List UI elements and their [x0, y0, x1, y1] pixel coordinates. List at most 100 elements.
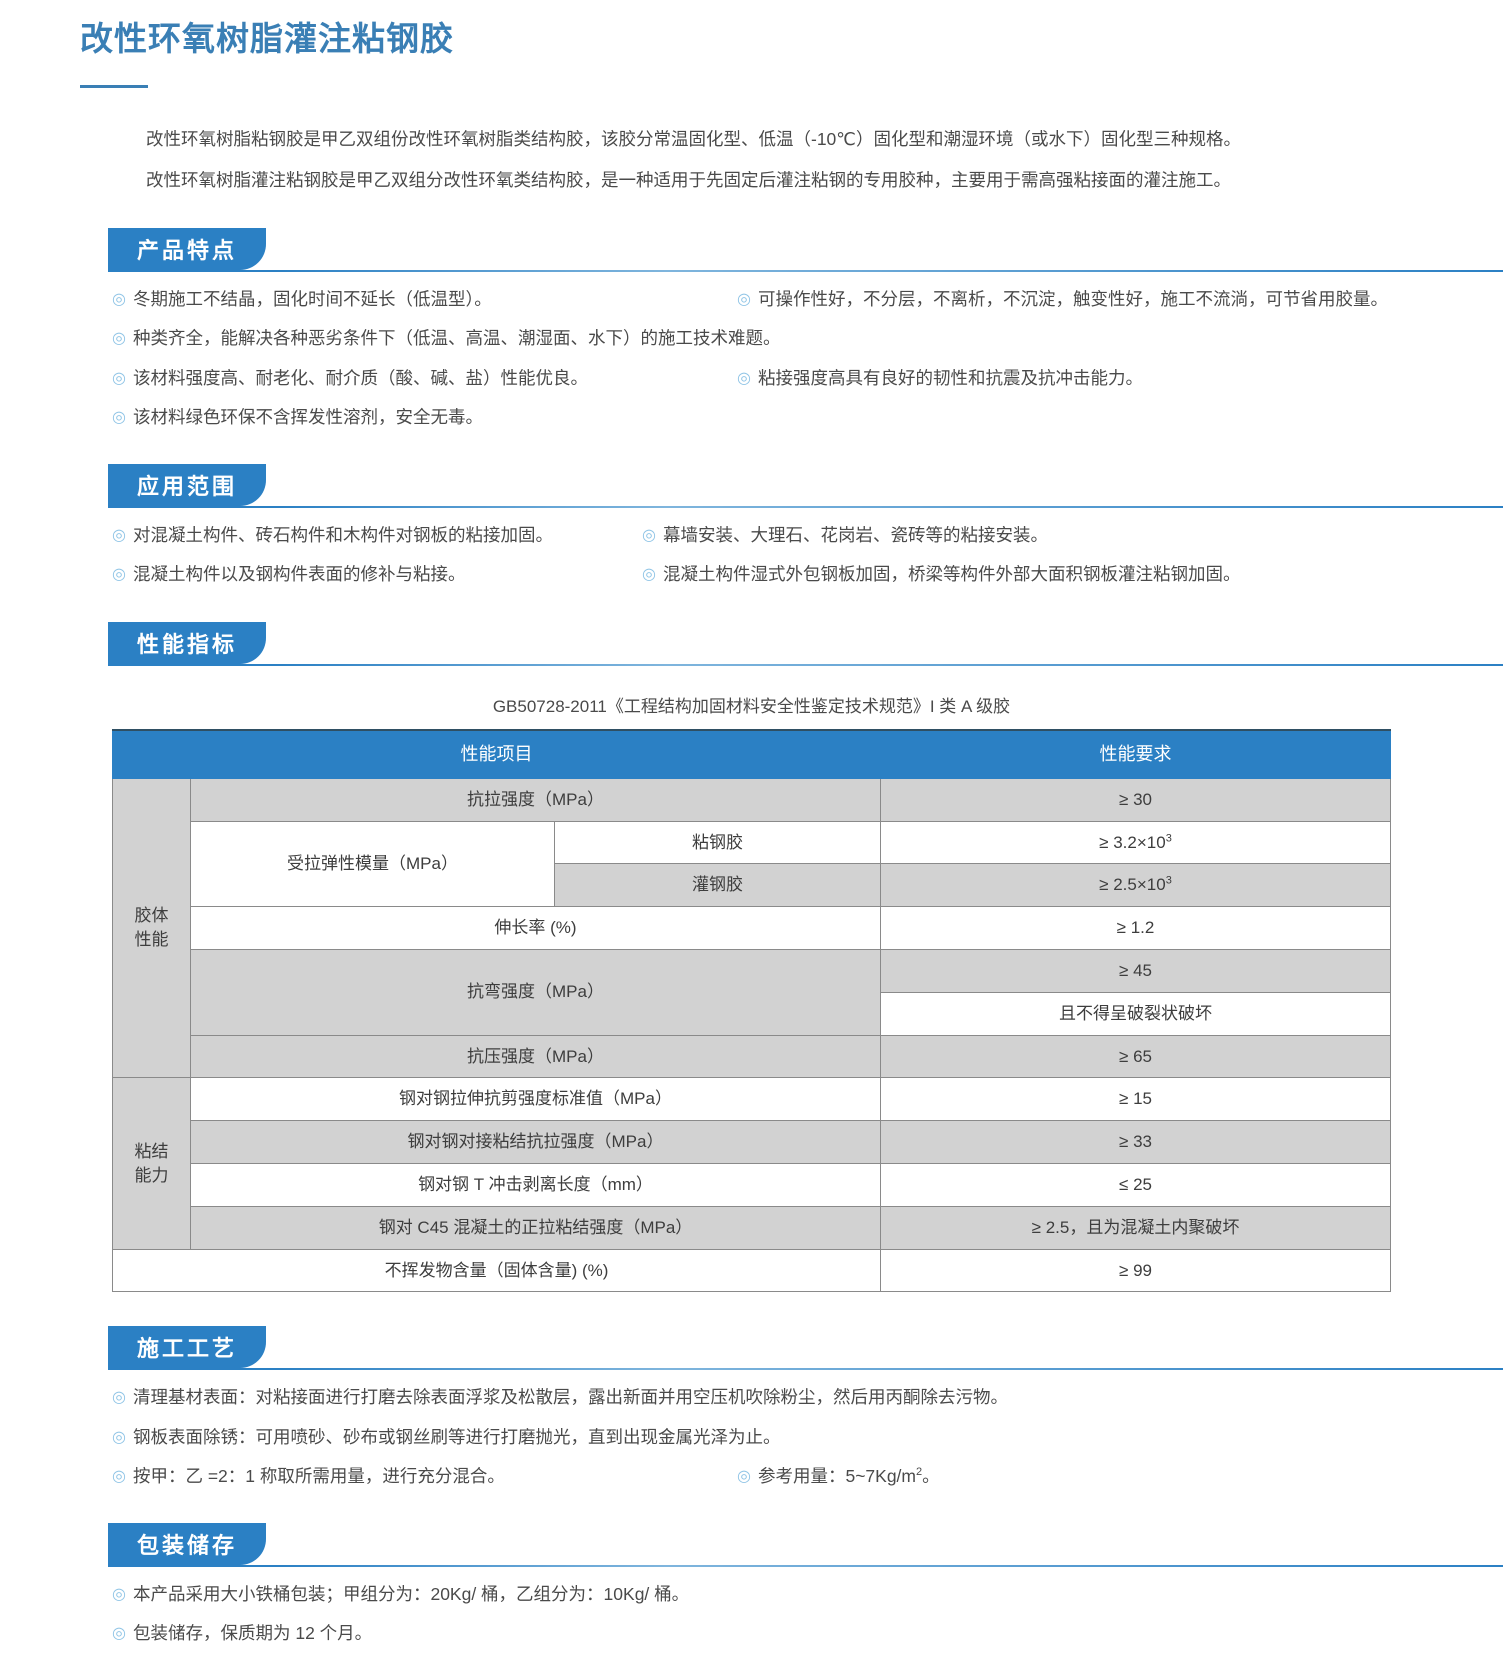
list-item: ◎ 钢板表面除锈：可用喷砂、砂布或钢丝刷等进行打磨抛光，直到出现金属光泽为止。	[112, 1424, 1453, 1450]
title-block: 改性环氧树脂灌注粘钢胶	[0, 0, 1503, 88]
section-rule	[108, 270, 1503, 273]
application-item-1-label: 对混凝土构件、砖石构件和木构件对钢板的粘接加固。	[132, 525, 553, 546]
section-heading-label: 施工工艺	[136, 1336, 237, 1362]
section-packaging: 包装储存 ◎ 本产品采用大小铁桶包装；甲组分为：20Kg/ 桶，乙组分为：10K…	[0, 1523, 1503, 1647]
section-tab-process: 施工工艺	[108, 1326, 266, 1369]
category-label-line1: 粘结	[134, 1141, 169, 1161]
table-header-row: 性能项目 性能要求	[112, 728, 1391, 779]
table-cell-item: 钢对 C45 混凝土的正拉粘结强度（MPa）	[190, 1205, 881, 1250]
list-item: ◎ 清理基材表面：对粘接面进行打磨去除表面浮浆及松散层，露出新面并用空压机吹除粉…	[112, 1384, 1453, 1410]
page-title: 改性环氧树脂灌注粘钢胶	[80, 20, 454, 57]
table-cell-value: ≥ 3.2×103	[880, 820, 1391, 865]
feature-item-1-label: 冬期施工不结晶，固化时间不延长（低温型）。	[132, 289, 492, 310]
bullet-circle-icon: ◎	[112, 1389, 126, 1407]
feature-item-5: ◎ 粘接强度高具有良好的韧性和抗震及抗冲击能力。	[737, 365, 1453, 391]
application-item-1: ◎ 对混凝土构件、砖石构件和木构件对钢板的粘接加固。	[112, 522, 642, 548]
process-bullet-list: ◎ 清理基材表面：对粘接面进行打磨去除表面浮浆及松散层，露出新面并用空压机吹除粉…	[0, 1384, 1503, 1489]
section-rule	[108, 1368, 1503, 1371]
table-category-colloid: 胶体 性能	[112, 777, 191, 1079]
table-cell-value: ≥ 2.5×103	[880, 863, 1391, 908]
section-header-packaging: 包装储存	[108, 1523, 1503, 1568]
feature-item-4: ◎ 该材料强度高、耐老化、耐介质（酸、碱、盐）性能优良。	[112, 365, 737, 391]
table-cell-value: ≥ 30	[880, 777, 1391, 822]
bullet-circle-icon: ◎	[112, 291, 126, 309]
bullet-circle-icon: ◎	[737, 369, 751, 387]
dosage-suffix: 。	[922, 1465, 940, 1486]
process-item-2-label: 钢板表面除锈：可用喷砂、砂布或钢丝刷等进行打磨抛光，直到出现金属光泽为止。	[132, 1426, 781, 1447]
section-tab-packaging: 包装储存	[108, 1523, 266, 1566]
list-item: ◎ 本产品采用大小铁桶包装；甲组分为：20Kg/ 桶，乙组分为：10Kg/ 桶。	[112, 1581, 1453, 1607]
section-header-performance: 性能指标	[108, 621, 1503, 666]
performance-table: 性能项目 性能要求 胶体 性能 抗拉强度（MPa） ≥ 30 受拉弹性模量（MP…	[112, 728, 1391, 1293]
feature-item-6-label: 该材料绿色环保不含挥发性溶剂，安全无毒。	[132, 406, 483, 427]
section-features: 产品特点 ◎ 冬期施工不结晶，固化时间不延长（低温型）。 ◎ 可操作性好，不分层…	[0, 228, 1503, 430]
value-text: ≥ 2.5×10	[1099, 875, 1166, 895]
table-category-bonding: 粘结 能力	[112, 1077, 191, 1250]
list-item: ◎ 对混凝土构件、砖石构件和木构件对钢板的粘接加固。 ◎ 幕墙安装、大理石、花岗…	[112, 522, 1453, 548]
list-item: ◎ 冬期施工不结晶，固化时间不延长（低温型）。 ◎ 可操作性好，不分层，不离析，…	[112, 286, 1453, 312]
table-row: 伸长率 (%) ≥ 1.2	[113, 906, 1391, 951]
feature-item-3: ◎ 种类齐全，能解决各种恶劣条件下（低温、高温、潮湿面、水下）的施工技术难题。	[112, 325, 1453, 351]
section-rule	[108, 663, 1503, 666]
table-cell-value: 且不得呈破裂状破坏	[880, 991, 1391, 1036]
table-cell-value: ≥ 15	[880, 1077, 1391, 1122]
intro-block: 改性环氧树脂粘钢胶是甲乙双组份改性环氧树脂类结构胶，该胶分常温固化型、低温（-1…	[0, 126, 1503, 194]
table-caption: GB50728-2011《工程结构加固材料安全性鉴定技术规范》I 类 A 级胶	[492, 696, 1011, 716]
application-item-4-label: 混凝土构件湿式外包钢板加固，桥梁等构件外部大面积钢板灌注粘钢加固。	[662, 564, 1241, 585]
intro-paragraph-2: 改性环氧树脂灌注粘钢胶是甲乙双组分改性环氧类结构胶，是一种适用于先固定后灌注粘钢…	[146, 170, 1231, 191]
table-cell-item: 钢对钢 T 冲击剥离长度（mm）	[190, 1163, 881, 1207]
process-item-1: ◎ 清理基材表面：对粘接面进行打磨去除表面浮浆及松散层，露出新面并用空压机吹除粉…	[112, 1384, 1453, 1410]
section-heading-label: 包装储存	[136, 1533, 237, 1559]
table-row: 钢对 C45 混凝土的正拉粘结强度（MPa） ≥ 2.5，且为混凝土内聚破坏	[113, 1205, 1391, 1250]
table-header-requirement: 性能要求	[880, 728, 1391, 779]
application-item-3-label: 混凝土构件以及钢构件表面的修补与粘接。	[132, 564, 466, 585]
section-application: 应用范围 ◎ 对混凝土构件、砖石构件和木构件对钢板的粘接加固。 ◎ 幕墙安装、大…	[0, 464, 1503, 588]
category-label-line1: 胶体	[134, 906, 169, 926]
table-row: 胶体 性能 抗拉强度（MPa） ≥ 30	[112, 777, 1391, 1079]
bullet-circle-icon: ◎	[112, 1467, 126, 1485]
bullet-circle-icon: ◎	[642, 566, 656, 584]
table-cell-value: ≥ 65	[880, 1034, 1391, 1079]
packaging-item-2: ◎ 包装储存，保质期为 12 个月。	[112, 1620, 1453, 1646]
category-label-line2: 性能	[134, 930, 169, 950]
section-header-process: 施工工艺	[108, 1326, 1503, 1371]
list-item: ◎ 混凝土构件以及钢构件表面的修补与粘接。 ◎ 混凝土构件湿式外包钢板加固，桥梁…	[112, 561, 1453, 587]
section-tab-features: 产品特点	[108, 228, 266, 271]
intro-paragraph-1: 改性环氧树脂粘钢胶是甲乙双组份改性环氧树脂类结构胶，该胶分常温固化型、低温（-1…	[146, 128, 1241, 149]
application-bullet-list: ◎ 对混凝土构件、砖石构件和木构件对钢板的粘接加固。 ◎ 幕墙安装、大理石、花岗…	[0, 522, 1503, 588]
title-underline-rule	[80, 84, 148, 88]
table-row: 灌钢胶 ≥ 2.5×103	[113, 863, 1391, 908]
dosage-text: 参考用量：5~7Kg/m	[757, 1465, 916, 1486]
bullet-circle-icon: ◎	[112, 1586, 126, 1604]
packaging-item-1-label: 本产品采用大小铁桶包装；甲组分为：20Kg/ 桶，乙组分为：10Kg/ 桶。	[132, 1584, 690, 1605]
section-tab-application: 应用范围	[108, 464, 266, 507]
bullet-circle-icon: ◎	[737, 291, 751, 309]
application-item-4: ◎ 混凝土构件湿式外包钢板加固，桥梁等构件外部大面积钢板灌注粘钢加固。	[642, 561, 1453, 587]
process-item-3: ◎ 按甲：乙 =2：1 称取所需用量，进行充分混合。	[112, 1463, 737, 1489]
section-rule	[108, 1565, 1503, 1568]
bullet-circle-icon: ◎	[737, 1467, 751, 1485]
feature-item-1: ◎ 冬期施工不结晶，固化时间不延长（低温型）。	[112, 286, 737, 312]
feature-item-3-label: 种类齐全，能解决各种恶劣条件下（低温、高温、潮湿面、水下）的施工技术难题。	[132, 328, 781, 349]
table-cell-value: ≥ 33	[880, 1120, 1391, 1164]
table-row: 抗弯强度（MPa） ≥ 45	[113, 949, 1391, 1036]
application-item-2-label: 幕墙安装、大理石、花岗岩、瓷砖等的粘接安装。	[662, 525, 1048, 546]
bullet-circle-icon: ◎	[112, 330, 126, 348]
section-performance: 性能指标 GB50728-2011《工程结构加固材料安全性鉴定技术规范》I 类 …	[0, 621, 1503, 1293]
section-process: 施工工艺 ◎ 清理基材表面：对粘接面进行打磨去除表面浮浆及松散层，露出新面并用空…	[0, 1326, 1503, 1489]
bullet-circle-icon: ◎	[112, 369, 126, 387]
list-item: ◎ 种类齐全，能解决各种恶劣条件下（低温、高温、潮湿面、水下）的施工技术难题。	[112, 325, 1453, 351]
table-cell-item: 钢对钢拉伸抗剪强度标准值（MPa）	[190, 1077, 881, 1122]
table-cell-sub: 灌钢胶	[554, 863, 881, 908]
table-row: 且不得呈破裂状破坏	[113, 991, 1391, 1036]
value-text: ≥ 3.2×10	[1099, 832, 1166, 852]
table-cell-item: 抗弯强度（MPa）	[190, 949, 881, 1036]
feature-item-2-label: 可操作性好，不分层，不离析，不沉淀，触变性好，施工不流淌，可节省用胶量。	[757, 289, 1388, 310]
table-header-item: 性能项目	[112, 728, 881, 779]
application-item-2: ◎ 幕墙安装、大理石、花岗岩、瓷砖等的粘接安装。	[642, 522, 1453, 548]
table-cell-value: ≥ 1.2	[880, 906, 1391, 951]
bullet-circle-icon: ◎	[112, 527, 126, 545]
table-cell-item: 钢对钢对接粘结抗拉强度（MPa）	[190, 1120, 881, 1164]
section-heading-label: 应用范围	[136, 474, 237, 500]
